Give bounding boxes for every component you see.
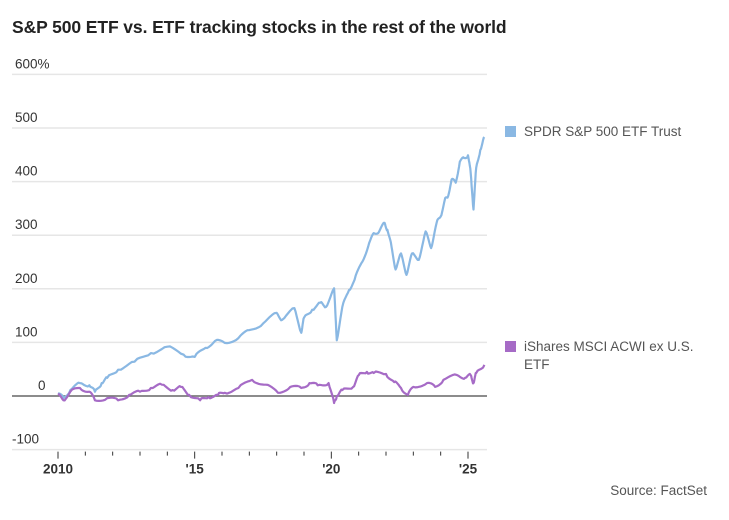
gridlines [12,73,487,451]
source-note: Source: FactSet [610,483,707,498]
y-tick-label: 0 [38,378,46,393]
legend-label-ishares: iShares MSCI ACWI ex U.S. ETF [524,339,694,372]
series-line-spdr [57,136,486,400]
x-tick-label: '20 [322,462,340,477]
legend-item-spdr: SPDR S&P 500 ETF Trust [505,123,724,141]
y-tick-label: 400 [15,164,38,179]
legend-label-spdr: SPDR S&P 500 ETF Trust [524,124,682,139]
chart-title: S&P 500 ETF vs. ETF tracking stocks in t… [12,17,507,37]
y-tick-label: 300 [15,217,38,232]
y-axis-ticks: 600% 500 400 300 200 100 0 -100 [12,56,50,446]
y-tick-label: -100 [12,432,39,447]
x-tick-label: 2010 [43,462,73,477]
y-tick-label: 200 [15,271,38,286]
legend-item-ishares: iShares MSCI ACWI ex U.S. ETF [505,338,714,374]
y-tick-label: 600% [15,56,50,71]
x-tick-label: '15 [186,462,205,477]
legend-swatch-ishares [505,341,516,352]
y-tick-label: 500 [15,110,38,125]
x-tick-label: '25 [459,462,478,477]
x-axis: 2010 '15 '20 '25 [43,451,478,477]
legend-swatch-spdr [505,126,516,137]
series-lines [12,136,487,405]
y-tick-label: 100 [15,324,38,339]
series-line-ishares [57,364,486,405]
